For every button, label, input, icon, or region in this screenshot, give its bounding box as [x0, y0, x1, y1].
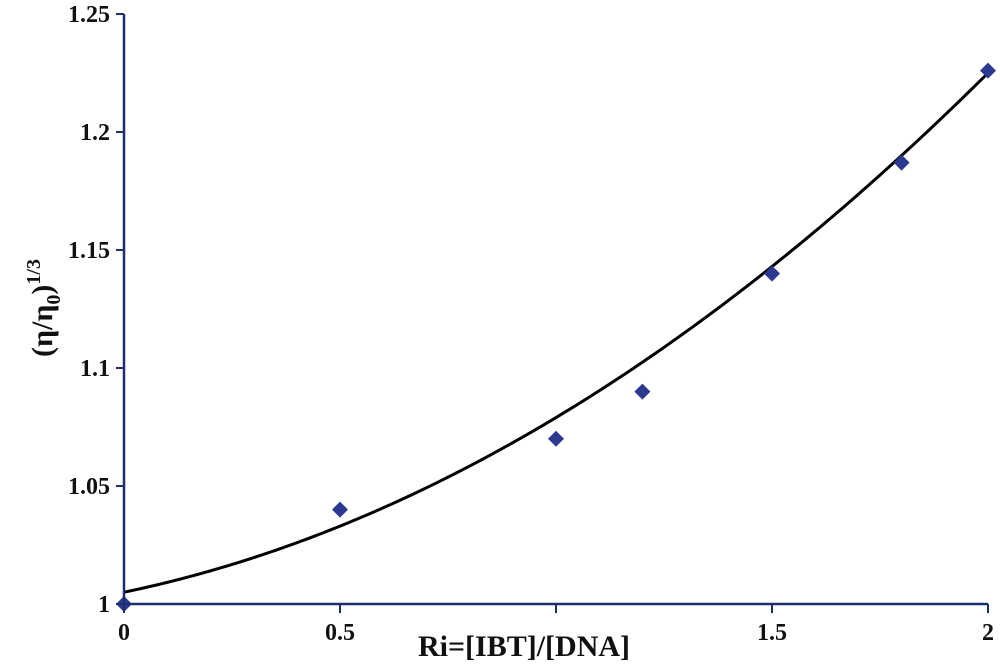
y-tick-label: 1.15 [68, 238, 110, 264]
ticks: 1 1.05 1.1 1.15 1.2 1.25 0 0.5 1.5 2 [68, 2, 994, 646]
data-point-marker [634, 383, 651, 400]
data-point-marker [332, 501, 348, 518]
y-tick-label: 1.25 [68, 2, 110, 28]
trendline-curve [123, 71, 990, 594]
data-point-marker [764, 265, 780, 282]
x-axis-title: Ri=[IBT]/[DNA] [418, 630, 630, 663]
axes [122, 14, 988, 606]
x-tick-label: 0 [118, 620, 130, 646]
y-tick-label: 1.05 [68, 474, 110, 500]
data-point-marker [893, 154, 910, 171]
y-tick-label: 1.2 [80, 120, 110, 146]
y-axis-title-superscript: 1/3 [23, 259, 45, 285]
y-tick-label: 1 [98, 592, 110, 618]
y-axis-title-close: ) [26, 285, 59, 295]
data-point-marker [980, 62, 996, 79]
data-point-marker [548, 430, 564, 447]
y-axis-title-main: (η/η [26, 305, 59, 357]
x-tick-label: 2 [982, 620, 994, 646]
plot-area [116, 62, 996, 612]
y-tick-label: 1.1 [80, 356, 110, 382]
x-tick-label: 1.5 [757, 620, 787, 646]
y-axis-title-subscript: 0 [43, 295, 65, 305]
y-axis-title: (η/η0)1/3 [23, 259, 65, 357]
x-tick-label: 0.5 [325, 620, 355, 646]
